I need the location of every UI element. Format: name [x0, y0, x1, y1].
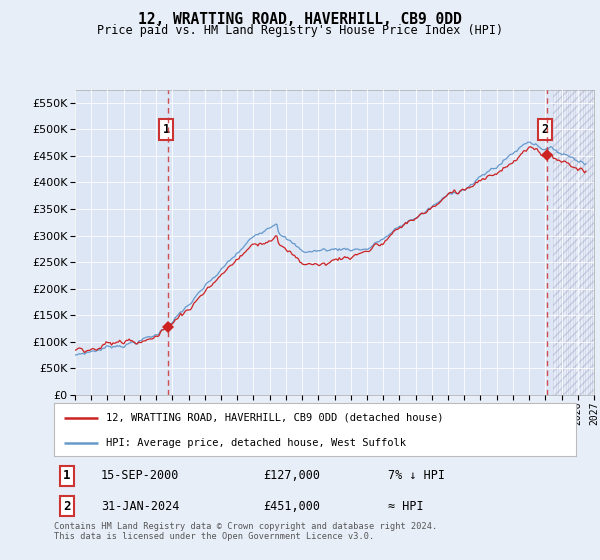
Text: HPI: Average price, detached house, West Suffolk: HPI: Average price, detached house, West…: [106, 438, 406, 448]
Text: 1: 1: [64, 469, 71, 482]
Text: 2: 2: [541, 123, 548, 136]
Text: This data is licensed under the Open Government Licence v3.0.: This data is licensed under the Open Gov…: [54, 532, 374, 541]
Text: 12, WRATTING ROAD, HAVERHILL, CB9 0DD: 12, WRATTING ROAD, HAVERHILL, CB9 0DD: [138, 12, 462, 27]
Text: Contains HM Land Registry data © Crown copyright and database right 2024.: Contains HM Land Registry data © Crown c…: [54, 522, 437, 531]
Bar: [553, 90, 594, 395]
Text: ≈ HPI: ≈ HPI: [388, 500, 424, 513]
Text: 1: 1: [163, 123, 170, 136]
Text: 12, WRATTING ROAD, HAVERHILL, CB9 0DD (detached house): 12, WRATTING ROAD, HAVERHILL, CB9 0DD (d…: [106, 413, 444, 423]
Text: £451,000: £451,000: [263, 500, 320, 513]
Text: 2: 2: [64, 500, 71, 513]
Text: Price paid vs. HM Land Registry's House Price Index (HPI): Price paid vs. HM Land Registry's House …: [97, 24, 503, 36]
Text: 31-JAN-2024: 31-JAN-2024: [101, 500, 179, 513]
Text: £127,000: £127,000: [263, 469, 320, 482]
Text: 7% ↓ HPI: 7% ↓ HPI: [388, 469, 445, 482]
Text: 15-SEP-2000: 15-SEP-2000: [101, 469, 179, 482]
